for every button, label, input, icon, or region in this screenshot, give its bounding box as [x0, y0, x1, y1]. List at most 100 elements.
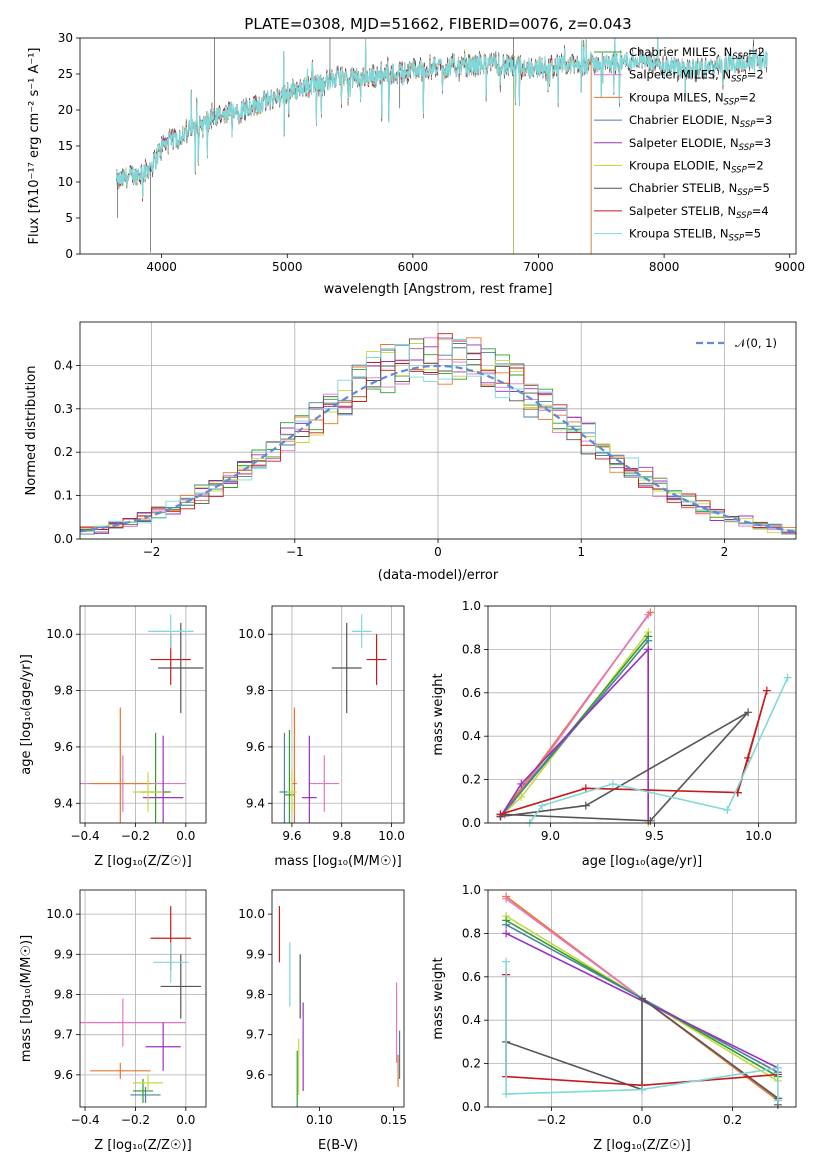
histogram-series: [80, 333, 796, 534]
x-tick-label: 1: [577, 545, 585, 559]
axes-frame: [487, 605, 797, 824]
x-tick-label: 10.0: [745, 829, 772, 843]
histogram-series: [80, 339, 796, 535]
axes-weight_vs_Z: −0.2 0.0 0.2 0.0 0.2 0.4 0.6 0.8 1.0 Z [log₁₀(Z/Z…: [431, 883, 797, 1153]
axes-age_vs_Z: −0.4 −0.2 0.0 9.4 9.6 9.8 10.0 Z [log₁₀(Z/Z☉)] a…: [19, 605, 207, 869]
spectrum-legend: Chabrier MILES, NSSP=2 Salpeter MILES, NS…: [594, 45, 772, 244]
y-tick-label: 9.8: [54, 684, 73, 698]
y-tick-label: 20: [58, 103, 73, 117]
spectrum-line: [116, 41, 514, 254]
weight-marker: [644, 636, 653, 645]
x-tick-label: 6000: [398, 260, 429, 274]
y-tick-label: 0.2: [54, 445, 73, 459]
y-tick-label: 0.2: [462, 1057, 481, 1071]
y-tick-label: 5: [65, 211, 73, 225]
y-tick-label: 0.1: [54, 489, 73, 503]
y-axis-label: Normed distribution: [24, 366, 39, 496]
axes-spectrum: 4000 5000 6000 7000 8000 9000 0 5 10 15 20 25 30 wave…: [27, 31, 805, 297]
spectrum-line: [116, 41, 514, 254]
y-tick-label: 9.6: [246, 1068, 265, 1082]
points: [80, 906, 201, 1103]
figure-title: PLATE=0308, MJD=51662, FIBERID=0076, z=0…: [244, 15, 631, 33]
x-tick-label: −1: [286, 545, 304, 559]
axes-frame: [271, 605, 405, 824]
y-tick-label: 0.4: [462, 729, 481, 743]
legend-label: Kroupa STELIB, NSSP=5: [629, 227, 761, 244]
x-tick-label: 0.10: [306, 1113, 333, 1127]
x-tick-label: 7000: [523, 260, 554, 274]
residual-legend: 𝒩(0, 1): [696, 336, 777, 350]
x-tick-label: 8000: [649, 260, 680, 274]
axes-frame: [271, 889, 405, 1108]
y-tick-label: 10.0: [238, 907, 265, 921]
y-tick-label: 0.6: [462, 686, 481, 700]
histograms: [80, 333, 796, 535]
weight-marker: [723, 805, 732, 814]
weight-marker: [638, 994, 646, 1003]
y-tick-label: 0.3: [54, 402, 73, 416]
y-axis-label: mass weight: [431, 957, 446, 1039]
x-tick-label: 9.8: [332, 829, 351, 843]
y-tick-label: 10.0: [238, 627, 265, 641]
y-tick-label: 9.8: [246, 684, 265, 698]
axes-age_vs_mass: 9.6 9.8 10.0 9.4 9.6 9.8 10.0 mass [log₁₀(M/M☉)…: [238, 605, 405, 869]
weight-marker: [762, 686, 771, 695]
axes-frame: [79, 321, 797, 540]
x-tick-label: −0.4: [70, 1113, 99, 1127]
x-tick-label: 9.0: [541, 829, 560, 843]
axes-frame: [79, 605, 207, 824]
legend-label: Chabrier ELODIE, NSSP=3: [629, 113, 772, 130]
x-tick-label: 9000: [774, 260, 805, 274]
legend-label: Salpeter STELIB, NSSP=4: [629, 204, 769, 221]
x-tick-label: 0.15: [380, 1113, 407, 1127]
weight-marker: [644, 645, 653, 654]
weight-series: [499, 647, 649, 821]
x-axis-label: Z [log₁₀(Z/Z☉)]: [94, 854, 191, 869]
y-axis-label: mass weight: [431, 673, 446, 755]
y-tick-label: 10.0: [46, 907, 73, 921]
y-tick-label: 9.8: [54, 987, 73, 1001]
weight-marker: [496, 810, 505, 819]
legend-label: Chabrier STELIB, NSSP=5: [629, 181, 770, 198]
x-tick-label: 0.0: [632, 1113, 651, 1127]
y-tick-label: 1.0: [462, 883, 481, 897]
x-tick-label: 4000: [146, 260, 177, 274]
x-tick-label: 0: [434, 545, 442, 559]
x-axis-label: mass [log₁₀(M/M☉)]: [274, 854, 401, 869]
axes-mass_vs_EBV: 0.10 0.15 9.6 9.7 9.8 9.9 10.0 E(B-V): [238, 889, 407, 1153]
x-tick-label: −0.2: [121, 1113, 150, 1127]
x-tick-label: 2: [721, 545, 729, 559]
axes-frame: [79, 889, 207, 1108]
x-axis-label: E(B-V): [318, 1138, 358, 1153]
x-tick-label: −0.4: [70, 829, 99, 843]
legend-label: Salpeter ELODIE, NSSP=3: [629, 136, 771, 153]
y-tick-label: 9.6: [54, 740, 73, 754]
weight-marker: [773, 1096, 782, 1105]
y-tick-label: 9.4: [54, 796, 73, 810]
weight-marker: [581, 784, 590, 793]
axes-weight_vs_age: 9.0 9.5 10.0 0.0 0.2 0.4 0.6 0.8 1.0 age [log₁₀(a…: [431, 599, 797, 869]
weight-marker: [538, 801, 547, 810]
x-tick-label: 5000: [272, 260, 303, 274]
legend-label: Chabrier MILES, NSSP=2: [629, 45, 765, 62]
y-tick-label: 30: [58, 31, 73, 45]
weight-lines: [502, 892, 782, 1109]
x-tick-label: 0.0: [176, 829, 195, 843]
y-tick-label: 0.2: [462, 773, 481, 787]
weight-marker: [517, 792, 526, 801]
weight-marker: [502, 920, 511, 929]
weight-marker: [783, 673, 792, 682]
weight-marker: [502, 894, 511, 903]
y-tick-label: 0.0: [54, 532, 73, 546]
axes-frame: [487, 889, 797, 1108]
axes-residuals: −2 −1 0 1 2 0.0 0.1 0.2 0.3 0.4 (data-model)/error…: [24, 321, 797, 583]
weight-marker: [744, 708, 753, 717]
weight-lines: [496, 608, 792, 827]
y-tick-label: 1.0: [462, 599, 481, 613]
points: [279, 614, 387, 823]
y-tick-label: 9.7: [54, 1028, 73, 1042]
legend-label: Kroupa ELODIE, NSSP=2: [629, 159, 764, 176]
y-tick-label: 0.8: [462, 926, 481, 940]
y-tick-label: 0.4: [462, 1013, 481, 1027]
x-axis-label: Z [log₁₀(Z/Z☉)]: [94, 1138, 191, 1153]
